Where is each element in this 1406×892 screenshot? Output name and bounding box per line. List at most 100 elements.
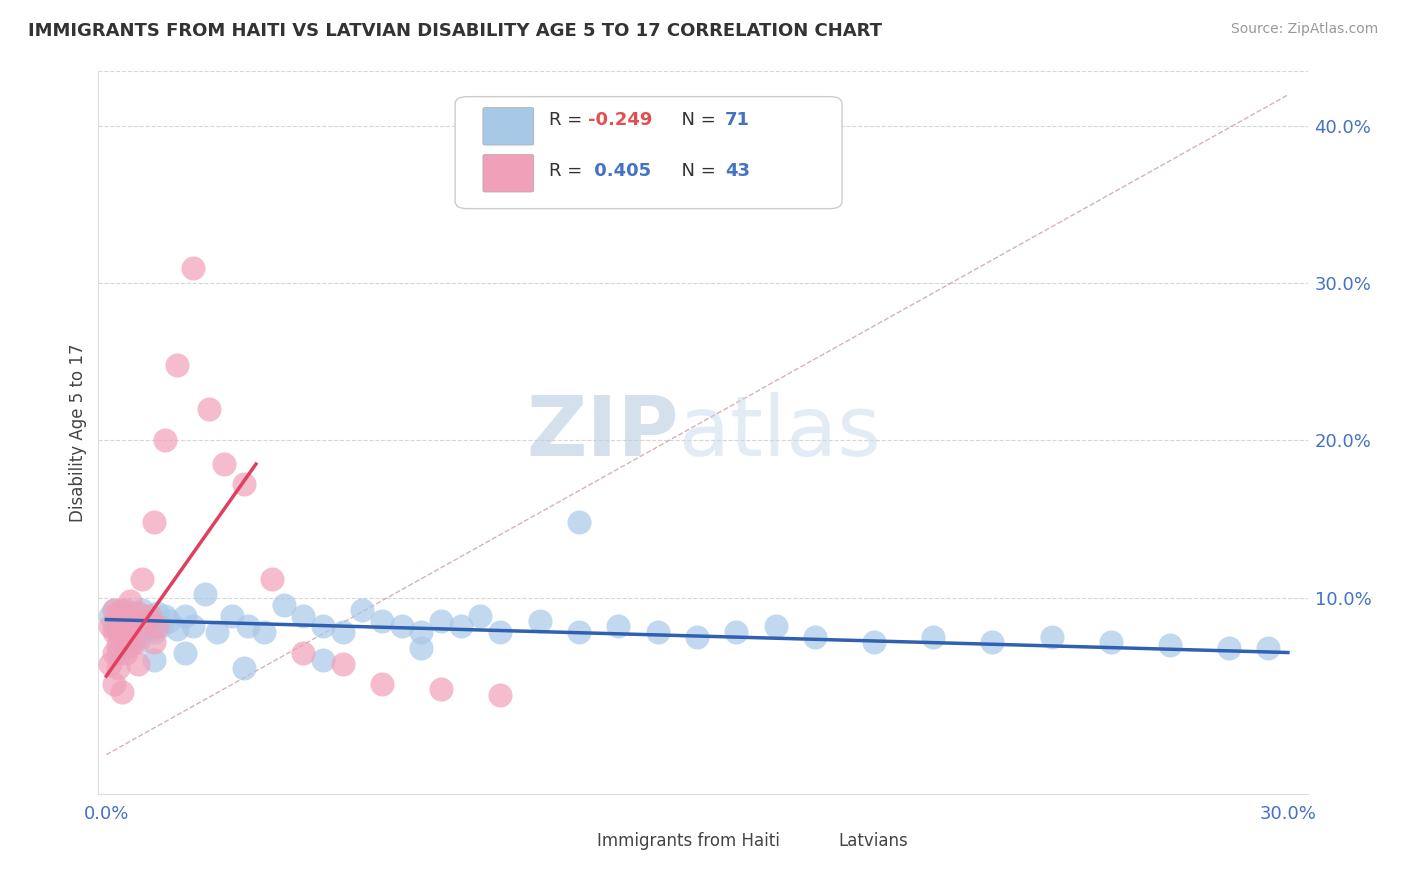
Point (98, 657, 121, 671)
Point (214, 457, 236, 471)
Point (332, 625, 354, 640)
Point (115, 646, 138, 660)
Point (127, 657, 149, 671)
Text: 43: 43 (724, 161, 749, 179)
Point (115, 609, 138, 624)
Point (111, 622, 134, 636)
Point (489, 688, 512, 702)
Point (118, 609, 141, 624)
Point (135, 614, 157, 628)
Point (111, 607, 134, 621)
Point (1099, 634, 1122, 648)
FancyBboxPatch shape (456, 96, 842, 209)
Point (568, 515, 591, 529)
FancyBboxPatch shape (555, 832, 591, 864)
Point (411, 640, 433, 655)
Text: Latvians: Latvians (838, 832, 908, 850)
Point (253, 625, 276, 640)
Text: IMMIGRANTS FROM HAITI VS LATVIAN DISABILITY AGE 5 TO 17 CORRELATION CHART: IMMIGRANTS FROM HAITI VS LATVIAN DISABIL… (28, 22, 882, 40)
Point (138, 614, 160, 628)
Point (489, 625, 512, 640)
Point (529, 614, 551, 628)
Point (725, 625, 748, 640)
Text: N =: N = (671, 161, 721, 179)
Text: N =: N = (671, 112, 721, 129)
Point (135, 609, 157, 624)
Point (292, 646, 315, 660)
Text: R =: R = (550, 161, 589, 179)
Point (122, 614, 145, 628)
Point (115, 625, 138, 640)
Point (233, 477, 256, 491)
Point (260, 572, 283, 586)
Point (371, 614, 394, 628)
Point (411, 625, 433, 640)
Point (111, 685, 134, 699)
Point (131, 603, 153, 617)
Point (131, 572, 153, 586)
Point (122, 632, 145, 646)
Point (470, 609, 492, 624)
Point (122, 607, 145, 621)
Text: 71: 71 (724, 112, 749, 129)
Point (194, 587, 217, 601)
Point (118, 624, 141, 638)
Point (221, 609, 243, 624)
Point (450, 619, 472, 633)
Text: ZIP: ZIP (526, 392, 679, 473)
Point (111, 614, 134, 628)
Point (103, 646, 125, 660)
Point (115, 640, 138, 655)
Point (236, 619, 259, 633)
Point (981, 634, 1004, 648)
Text: 0.405: 0.405 (588, 161, 651, 179)
Point (371, 677, 394, 691)
Point (103, 619, 125, 633)
Point (118, 622, 141, 636)
Point (273, 599, 295, 613)
Point (107, 607, 129, 621)
Point (568, 625, 591, 640)
Point (107, 625, 129, 640)
Point (312, 653, 335, 667)
Point (804, 630, 827, 644)
Point (107, 646, 129, 660)
Point (127, 619, 149, 633)
Point (127, 613, 149, 627)
Point (146, 619, 169, 633)
Point (233, 661, 256, 675)
Point (686, 630, 709, 644)
Point (1040, 630, 1063, 644)
Point (391, 619, 413, 633)
Point (352, 603, 374, 617)
Point (166, 358, 188, 372)
Point (127, 619, 149, 633)
Point (142, 515, 165, 529)
Point (115, 603, 138, 617)
Point (174, 646, 197, 660)
Point (118, 593, 141, 607)
Text: R =: R = (550, 112, 589, 129)
Point (111, 628, 134, 642)
Point (103, 677, 125, 691)
Point (157, 614, 180, 628)
FancyBboxPatch shape (797, 832, 832, 864)
Point (122, 634, 145, 648)
Point (765, 619, 787, 633)
Text: -0.249: -0.249 (588, 112, 652, 129)
Point (607, 619, 630, 633)
Point (98, 609, 121, 624)
Point (107, 619, 129, 633)
Point (118, 638, 141, 652)
Point (103, 625, 125, 640)
Point (922, 630, 945, 644)
Point (332, 657, 354, 671)
Point (155, 434, 177, 448)
Point (146, 607, 169, 621)
Point (142, 634, 165, 648)
Point (103, 603, 125, 617)
Text: Source: ZipAtlas.com: Source: ZipAtlas.com (1230, 22, 1378, 37)
Point (174, 609, 197, 624)
Point (138, 622, 160, 636)
Point (142, 625, 165, 640)
